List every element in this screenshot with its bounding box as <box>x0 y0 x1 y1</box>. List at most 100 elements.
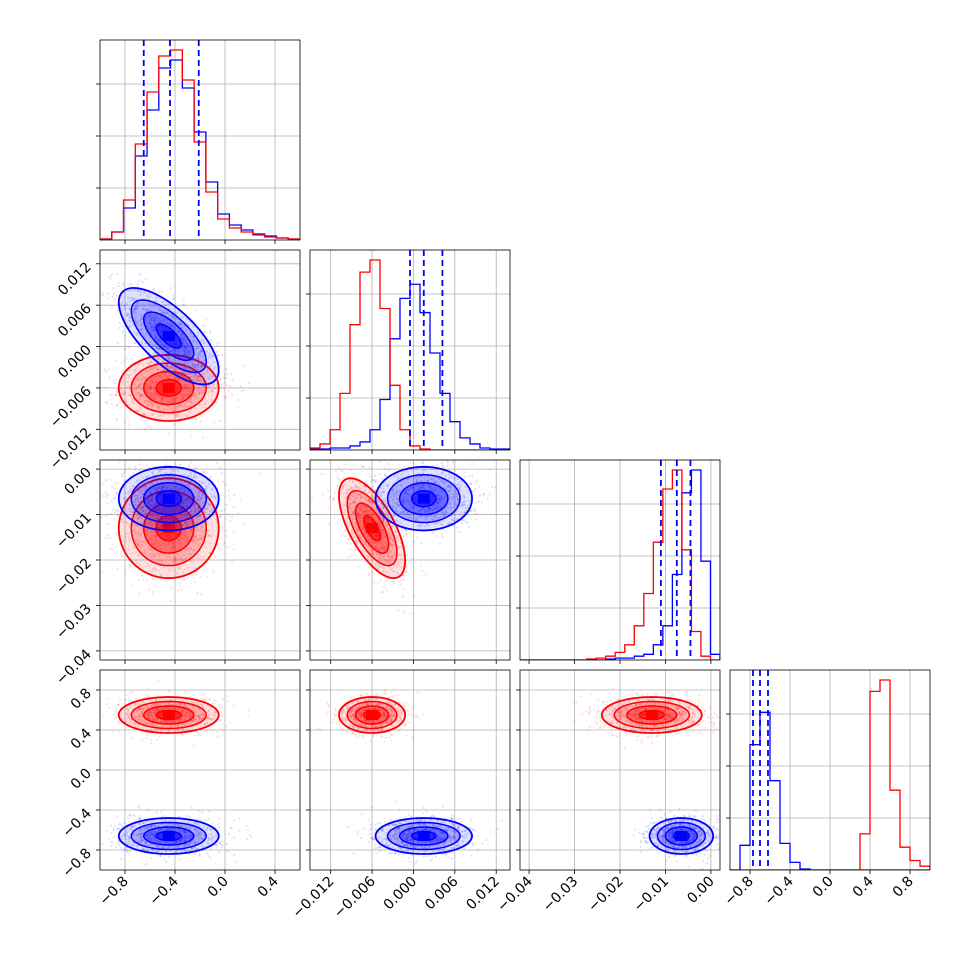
scatter-point <box>177 352 180 355</box>
scatter-point <box>151 593 154 596</box>
scatter-point <box>176 397 179 400</box>
scatter-point <box>194 510 197 513</box>
scatter-point <box>179 514 183 518</box>
scatter-point <box>181 354 185 357</box>
scatter-point <box>167 307 171 310</box>
scatter-point <box>202 389 205 392</box>
scatter-point <box>202 391 205 394</box>
scatter-point <box>154 317 157 320</box>
scatter-point <box>193 518 197 521</box>
scatter-point <box>110 500 113 503</box>
scatter-point <box>183 363 187 366</box>
scatter-point <box>184 366 187 369</box>
scatter-point <box>187 393 190 396</box>
scatter-point <box>149 394 153 398</box>
scatter-point <box>186 415 190 418</box>
scatter-point <box>195 539 199 543</box>
scatter-point <box>150 367 153 370</box>
scatter-point <box>187 349 191 352</box>
scatter-point <box>210 393 213 396</box>
scatter-point <box>140 528 143 531</box>
scatter-point <box>159 544 162 547</box>
scatter-point <box>138 384 141 387</box>
scatter-point <box>176 395 179 398</box>
scatter-point <box>166 345 169 349</box>
scatter-point <box>124 307 128 310</box>
scatter-point <box>135 481 138 484</box>
scatter-point <box>208 385 211 388</box>
scatter-point <box>148 545 151 548</box>
scatter-point <box>175 377 178 380</box>
scatter-point <box>163 544 167 547</box>
scatter-point <box>146 464 149 467</box>
scatter-point <box>139 324 142 327</box>
scatter-point <box>150 523 153 526</box>
scatter-point <box>166 511 169 514</box>
scatter-point <box>107 368 110 371</box>
scatter-point <box>147 474 150 477</box>
scatter-point <box>198 391 201 394</box>
scatter-point <box>196 375 199 378</box>
scatter-point <box>171 585 174 588</box>
scatter-point <box>170 396 174 400</box>
scatter-point <box>233 493 236 496</box>
scatter-point <box>105 495 108 498</box>
scatter-point <box>162 342 165 345</box>
scatter-point <box>209 517 212 520</box>
scatter-point <box>179 536 182 539</box>
scatter-point <box>194 374 197 377</box>
scatter-point <box>186 344 190 348</box>
scatter-point <box>168 553 171 557</box>
scatter-point <box>118 322 121 325</box>
scatter-point <box>232 518 236 522</box>
scatter-point <box>100 570 103 573</box>
scatter-point <box>150 318 153 322</box>
scatter-point <box>158 505 161 508</box>
scatter-point <box>206 361 209 364</box>
scatter-point <box>195 339 198 343</box>
scatter-point <box>145 333 148 336</box>
scatter-point <box>478 500 481 503</box>
scatter-point <box>135 377 138 380</box>
scatter-point <box>136 542 139 545</box>
scatter-point <box>220 526 224 530</box>
scatter-point <box>150 318 153 321</box>
scatter-point <box>198 375 201 378</box>
scatter-point <box>160 396 164 400</box>
scatter-point <box>148 548 151 551</box>
scatter-point <box>159 543 163 547</box>
scatter-point <box>172 552 175 555</box>
scatter-point <box>182 500 185 503</box>
scatter-point <box>159 376 162 379</box>
scatter-point <box>201 501 205 505</box>
scatter-point <box>147 538 150 541</box>
scatter-point <box>205 369 208 372</box>
scatter-point <box>162 309 165 312</box>
scatter-point <box>170 545 174 549</box>
scatter-point <box>129 289 132 292</box>
scatter-point <box>155 296 158 299</box>
scatter-point <box>148 336 151 339</box>
scatter-point <box>165 352 168 355</box>
scatter-point <box>164 374 167 377</box>
scatter-point <box>170 324 173 327</box>
scatter-point <box>165 511 169 514</box>
scatter-point <box>156 375 159 378</box>
scatter-point <box>175 395 178 398</box>
scatter-point <box>152 577 155 581</box>
scatter-point <box>185 341 188 345</box>
scatter-point <box>132 310 136 313</box>
scatter-point <box>128 296 131 299</box>
scatter-point <box>186 389 190 392</box>
scatter-point <box>182 345 186 349</box>
scatter-point <box>140 342 144 345</box>
scatter-point <box>194 366 197 369</box>
scatter-point <box>147 356 150 360</box>
scatter-point <box>126 313 130 316</box>
scatter-point <box>187 410 190 413</box>
scatter-point <box>149 314 152 317</box>
scatter-point <box>172 397 175 400</box>
scatter-point <box>189 529 193 532</box>
scatter-point <box>144 399 147 403</box>
